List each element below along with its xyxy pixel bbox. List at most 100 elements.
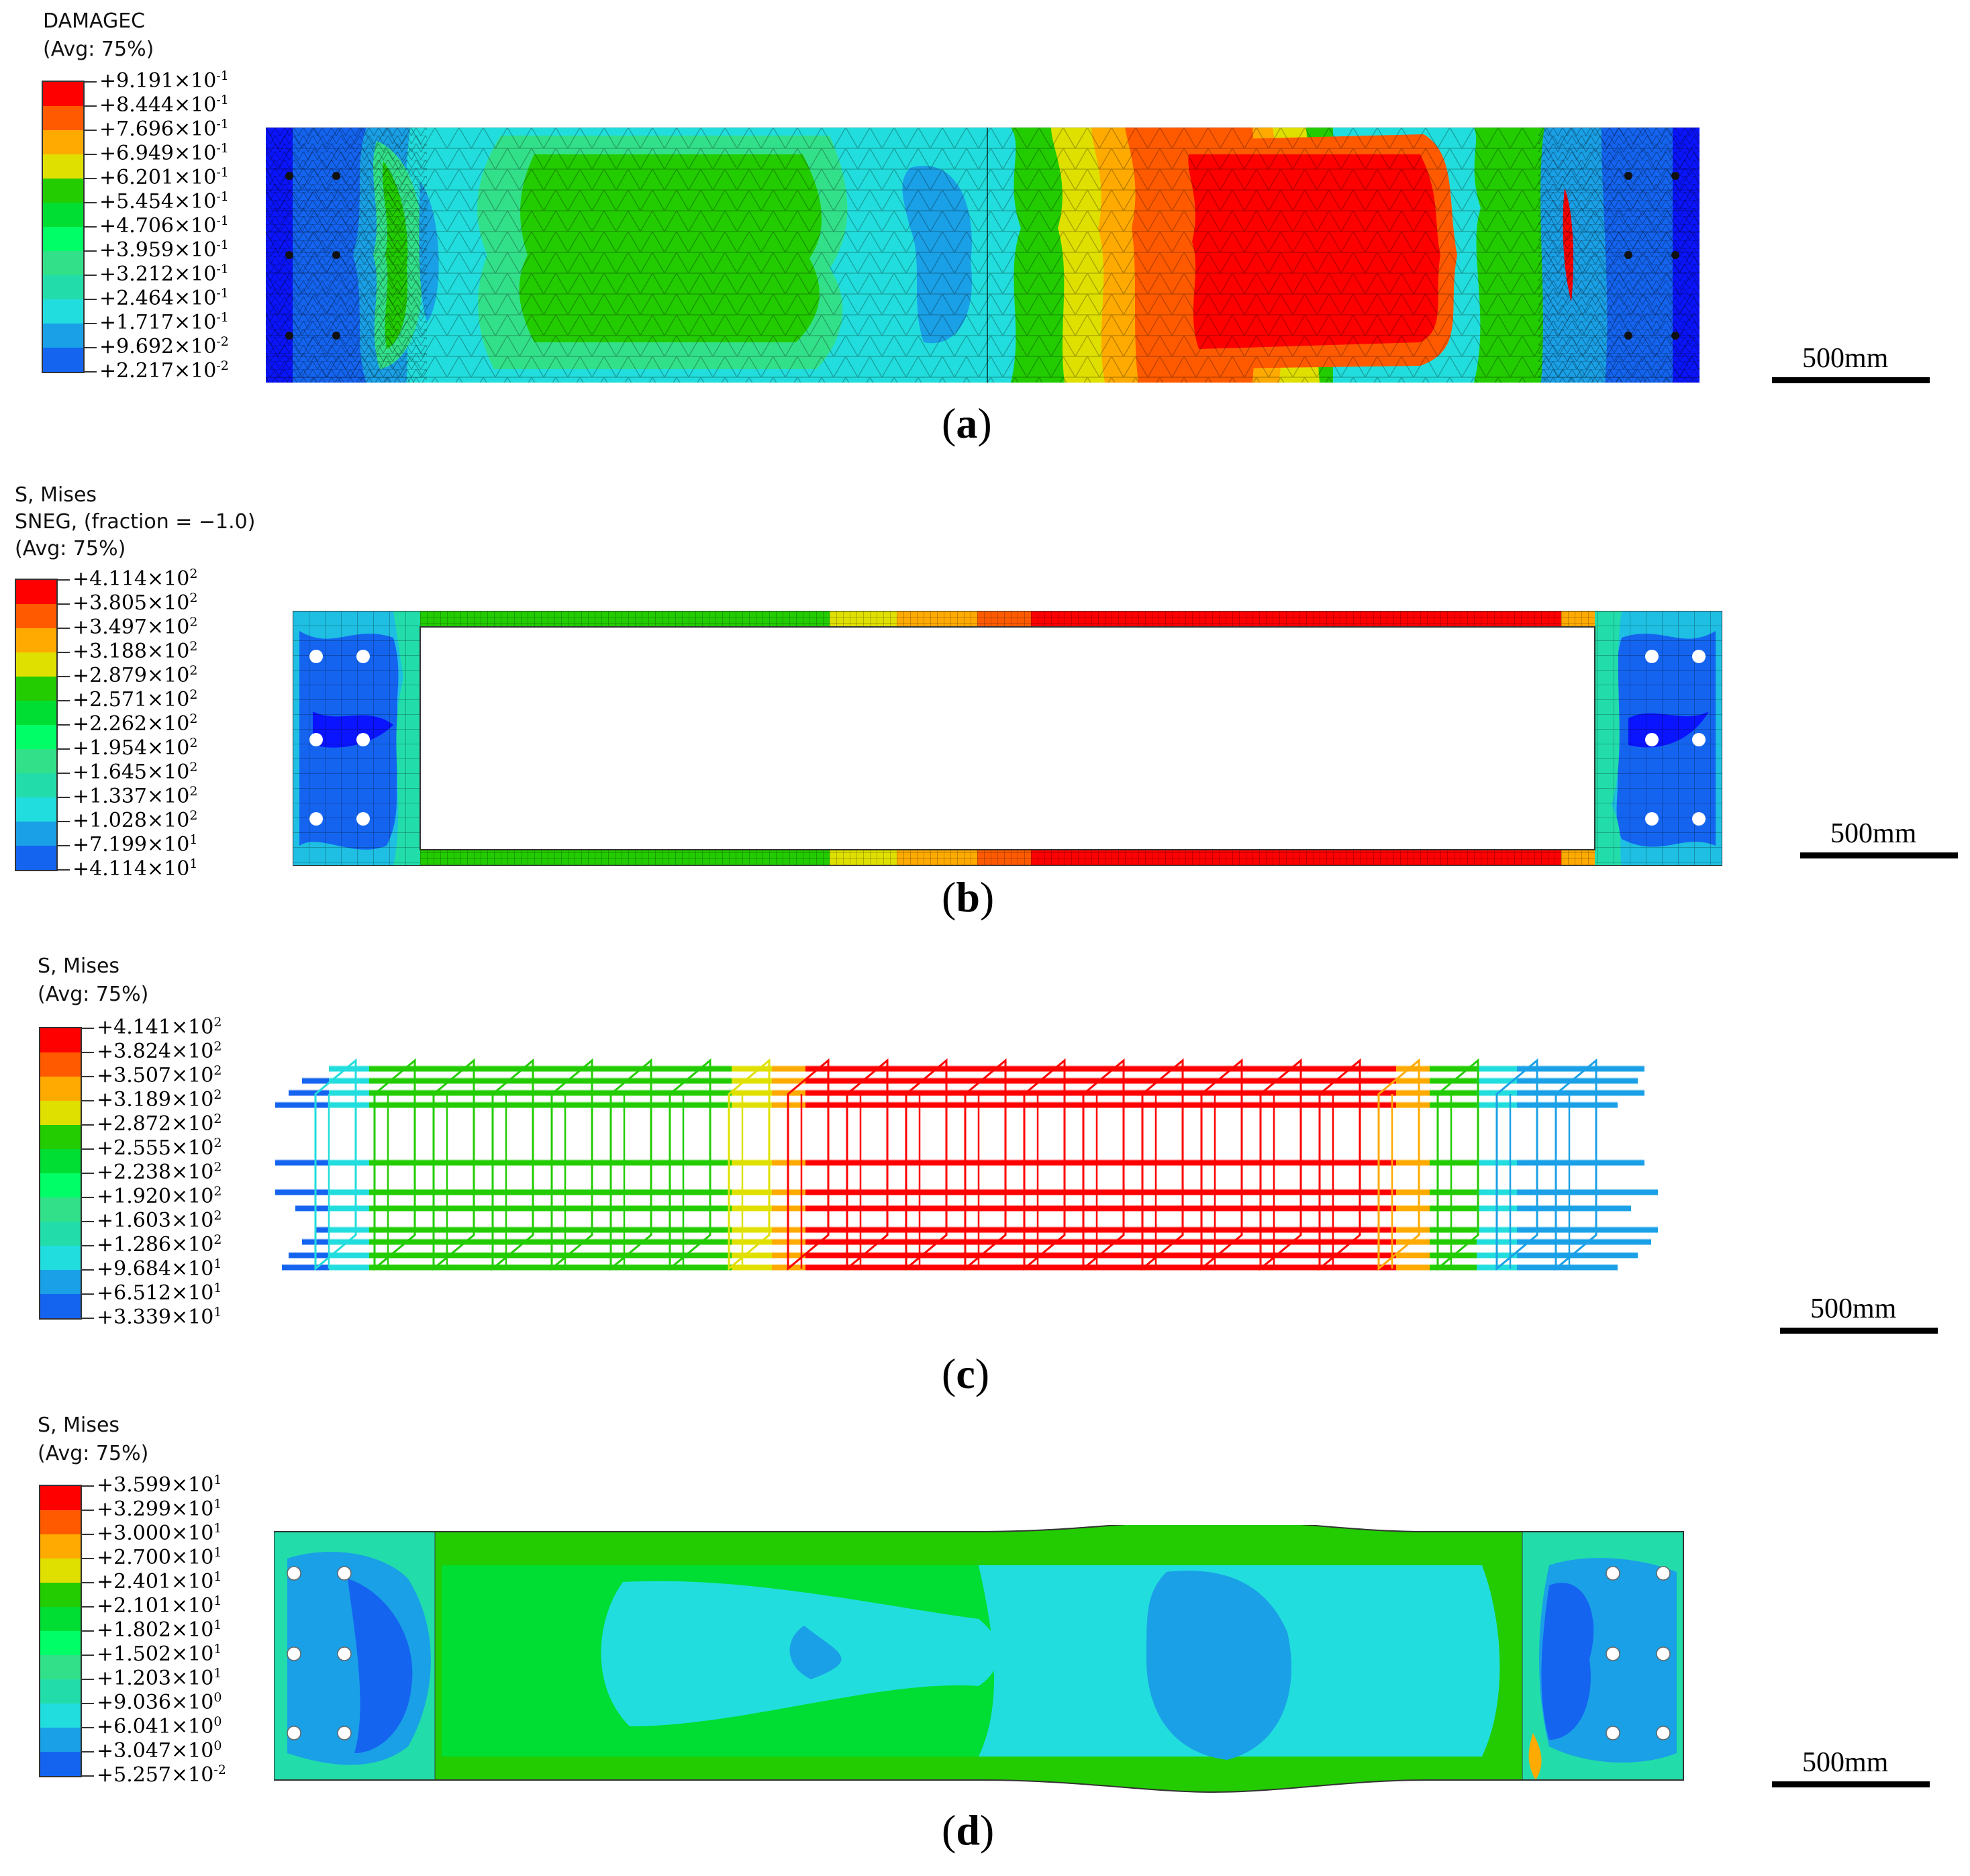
legend-label: +1.954×102 — [72, 736, 198, 760]
legend-label: +1.028×102 — [72, 808, 198, 832]
beam-outline — [274, 1525, 1684, 1793]
legend-tick — [58, 700, 70, 701]
legend-swatch — [40, 1077, 81, 1101]
stirrup — [373, 1058, 416, 1271]
legend-tick — [82, 1173, 94, 1174]
legend-label: +1.286×102 — [97, 1232, 222, 1256]
legend-tick — [85, 347, 97, 348]
panel-d: S, Mises (Avg: 75%) +3.599×101 +3.299×101… — [0, 1410, 1970, 1876]
legend-label: +1.645×102 — [72, 760, 198, 784]
legend-tick — [58, 869, 70, 871]
legend-label: +9.191×10-1 — [99, 68, 229, 93]
legend-title: S, Mises — [38, 1414, 120, 1437]
bolt-hole — [1645, 733, 1659, 746]
stirrup — [669, 1058, 711, 1271]
legend-swatch — [40, 1655, 81, 1679]
legend-label: +3.000×101 — [97, 1521, 222, 1545]
bolt-hole — [309, 812, 323, 826]
mesh-overlay — [266, 128, 1700, 383]
mesh-overlay — [420, 850, 1595, 866]
legend-swatch — [40, 1052, 81, 1077]
legend-label: +1.717×10-1 — [99, 310, 229, 334]
legend-swatch — [43, 203, 83, 227]
legend-label: +1.337×102 — [72, 784, 198, 808]
legend-swatch — [43, 348, 83, 372]
legend-label: +2.217×10-2 — [99, 358, 229, 383]
legend-tick — [58, 748, 70, 750]
legend-swatch — [40, 1270, 81, 1294]
legend-title: S, Mises — [15, 483, 97, 507]
legend-tick — [82, 1052, 94, 1053]
legend-label: +2.238×102 — [97, 1160, 222, 1184]
panel-c: S, Mises (Avg: 75%) +4.141×102 +3.824×102… — [0, 940, 1970, 1410]
legend-swatch — [16, 652, 56, 677]
stirrup — [314, 1058, 357, 1271]
bolt-hole — [285, 332, 293, 340]
legend-label: +2.879×102 — [72, 663, 198, 687]
legend-swatch — [43, 227, 83, 251]
scale-label: 500mm — [1802, 343, 1889, 374]
legend-tick — [82, 1269, 94, 1271]
legend-title: S, Mises — [38, 954, 120, 978]
legend-color-bar — [15, 579, 58, 871]
bolt-hole — [1692, 812, 1706, 826]
scale-line — [1772, 1781, 1930, 1787]
legend-label: +6.201×10-1 — [99, 165, 229, 189]
legend-tick — [85, 323, 97, 324]
legend-label: +4.141×102 — [97, 1015, 222, 1039]
scale-label: 500mm — [1802, 1747, 1889, 1778]
legend-tick — [85, 178, 97, 179]
panel-a: DAMAGEC (Avg: 75%) +9.191×10-1 +8.444×10-… — [0, 0, 1970, 463]
legend-tick — [82, 1148, 94, 1150]
legend-label: +2.262×102 — [72, 711, 198, 736]
legend-swatch — [40, 1704, 81, 1728]
legend-swatch — [40, 1534, 81, 1559]
legend-label: +3.824×102 — [97, 1039, 222, 1063]
legend-swatch — [43, 106, 83, 130]
stirrup — [1377, 1058, 1420, 1271]
bolt-hole — [285, 251, 293, 259]
bolt-hole — [1624, 332, 1632, 340]
legend-tick — [85, 130, 97, 131]
contour-region — [789, 1626, 842, 1679]
legend-tick — [58, 579, 70, 581]
scale-label: 500mm — [1830, 818, 1917, 849]
legend-tick — [82, 1534, 94, 1535]
legend-label: +2.101×101 — [97, 1593, 222, 1618]
legend-swatch — [40, 1149, 81, 1173]
legend-tick — [82, 1221, 94, 1222]
bolt-hole — [309, 733, 323, 746]
legend-swatch — [40, 1583, 81, 1607]
bolt-hole — [287, 1726, 301, 1740]
legend-swatch — [16, 628, 56, 652]
bolt-hole — [1624, 172, 1632, 180]
legend-label: +3.805×102 — [72, 591, 198, 615]
legend-swatch — [16, 677, 56, 701]
panel-caption: (b) — [942, 873, 995, 921]
bolt-hole — [1624, 251, 1632, 259]
legend-tick — [82, 1197, 94, 1198]
contour-region — [1541, 1583, 1594, 1740]
legend-label: +1.203×101 — [97, 1666, 222, 1690]
legend-swatch — [40, 1173, 81, 1197]
legend-tick — [58, 797, 70, 798]
panel-caption: (c) — [942, 1350, 990, 1397]
legend-swatch — [16, 773, 56, 797]
bolt-hole — [1606, 1566, 1620, 1581]
legend-label: +2.700×101 — [97, 1545, 222, 1569]
legend-tick — [82, 1655, 94, 1656]
legend-tick — [82, 1775, 94, 1777]
stirrup — [1436, 1058, 1479, 1271]
legend-label: +2.464×10-1 — [99, 286, 229, 310]
legend-label: +3.959×10-1 — [99, 238, 229, 262]
stirrup — [1141, 1058, 1184, 1271]
legend-label: +4.114×101 — [72, 856, 198, 881]
legend-tick — [82, 1100, 94, 1101]
legend-label: +3.212×10-1 — [99, 262, 229, 286]
bolt-hole — [1656, 1646, 1671, 1661]
legend-label: +2.401×101 — [97, 1569, 222, 1593]
bolt-hole — [337, 1646, 352, 1661]
stirrup — [609, 1058, 652, 1271]
stirrup — [787, 1058, 830, 1271]
